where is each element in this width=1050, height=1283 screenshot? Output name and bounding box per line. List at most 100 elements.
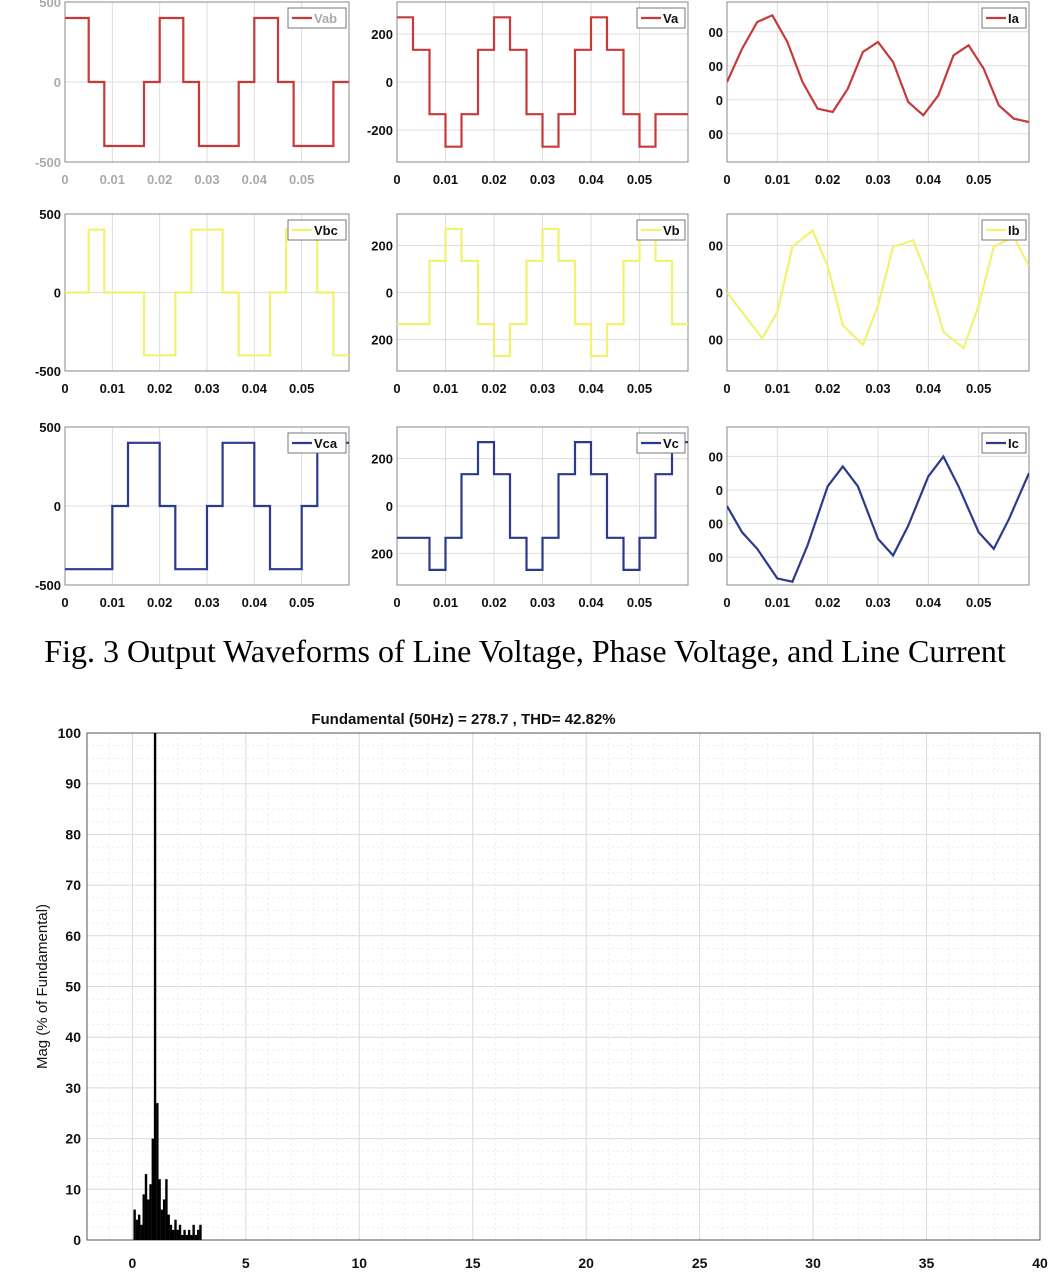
- legend-box: [287, 7, 347, 29]
- fft-bar: [137, 1214, 141, 1240]
- x-tick-label: 0.02: [147, 172, 172, 187]
- legend-label: Vc: [663, 436, 679, 451]
- x-tick-label: 0.03: [865, 172, 890, 187]
- legend-label: Va: [663, 11, 679, 26]
- legend-vca: Vca: [287, 432, 347, 454]
- fft-x-tick-label: 10: [351, 1255, 367, 1271]
- x-tick-label: 0.01: [765, 381, 790, 396]
- x-tick-label: 0.04: [578, 381, 604, 396]
- fft-x-tick-label: 15: [465, 1255, 481, 1271]
- series-line-va: [397, 16, 688, 148]
- x-tick-label: 0: [393, 172, 400, 187]
- fft-bar: [199, 1224, 202, 1240]
- legend-ic: Ic: [981, 432, 1027, 454]
- y-tick-label: 0: [386, 75, 393, 90]
- y-tick-label: 00: [709, 238, 723, 253]
- x-tick-label: 0.05: [289, 381, 314, 396]
- fft-chart: 0 5 10 15 20 25 30 35 40 0 10 20 30 40 50 60 70 80 90 100 Fu…: [34, 711, 1048, 1271]
- legend-label: Vca: [314, 436, 338, 451]
- series-line-ic: [727, 454, 1029, 583]
- x-tick-label: 0.02: [481, 172, 506, 187]
- x-tick-label: 0: [61, 595, 68, 610]
- x-tick-label: 0.05: [627, 172, 652, 187]
- legend-label: Ic: [1008, 436, 1019, 451]
- y-tick-label: 0: [386, 499, 393, 514]
- fft-bar: [167, 1214, 170, 1240]
- x-tick-label: 0.01: [765, 172, 790, 187]
- series-line-ia: [727, 13, 1029, 124]
- series-line-vb: [397, 227, 688, 358]
- x-tick-label: 0.03: [530, 595, 555, 610]
- fft-y-tick-label: 50: [65, 979, 81, 995]
- fft-bar: [185, 1234, 189, 1240]
- fft-bar: [174, 1219, 177, 1240]
- legend-vc: Vc: [636, 432, 686, 454]
- x-tick-label: 0: [393, 595, 400, 610]
- fft-bar: [156, 1103, 159, 1240]
- x-tick-label: 0.05: [966, 595, 991, 610]
- fft-x-tick-label: 40: [1032, 1255, 1048, 1271]
- x-tick-label: 0.05: [966, 381, 991, 396]
- fft-bar: [172, 1229, 175, 1240]
- y-tick-label: 0: [716, 93, 723, 108]
- fft-y-tick-label: 40: [65, 1029, 81, 1045]
- legend-vbc: Vbc: [287, 219, 347, 241]
- subplot-vc: 0 0.01 0.02 0.03 0.04 0.05 200 0 200 Vc: [371, 426, 689, 610]
- fft-bar: [133, 1209, 136, 1240]
- y-tick-label: 0: [54, 499, 61, 514]
- x-tick-label: 0.01: [433, 381, 458, 396]
- y-tick-label: 00: [709, 25, 723, 40]
- fft-bar: [158, 1179, 161, 1240]
- y-tick-label: -500: [35, 155, 61, 170]
- x-tick-label: 0.05: [289, 595, 314, 610]
- x-tick-label: 0.02: [815, 172, 840, 187]
- x-tick-label: 0.02: [815, 381, 840, 396]
- legend-box: [287, 432, 347, 454]
- x-tick-label: 0.03: [194, 595, 219, 610]
- y-tick-label: 0: [386, 286, 393, 301]
- fft-bar: [187, 1229, 191, 1240]
- legend-label: Vab: [314, 11, 337, 26]
- fft-y-tick-label: 100: [58, 725, 82, 741]
- legend-vab: Vab: [287, 7, 347, 29]
- y-tick-label: -500: [35, 364, 61, 379]
- x-tick-label: 0.04: [916, 381, 942, 396]
- x-tick-label: 0.03: [530, 172, 555, 187]
- fft-x-tick-label: 5: [242, 1255, 250, 1271]
- x-tick-label: 0.04: [578, 172, 604, 187]
- fft-bar: [183, 1229, 186, 1240]
- fft-bar: [149, 1184, 152, 1240]
- y-tick-label: 200: [371, 452, 393, 467]
- y-tick-label: 500: [39, 207, 61, 222]
- y-tick-label: 500: [39, 0, 61, 10]
- fft-bar: [162, 1199, 166, 1240]
- x-tick-label: 0.02: [481, 595, 506, 610]
- fft-bar: [153, 733, 157, 1240]
- fft-y-label: Mag (% of Fundamental): [34, 904, 51, 1069]
- y-tick-label: -200: [367, 123, 393, 138]
- x-tick-label: 0.03: [194, 381, 219, 396]
- fft-bars: [133, 733, 202, 1240]
- x-tick-label: 0.01: [765, 595, 790, 610]
- x-tick-label: 0.02: [147, 595, 172, 610]
- y-tick-label: 500: [39, 420, 61, 435]
- fft-y-tick-label: 30: [65, 1080, 81, 1096]
- x-tick-label: 0.04: [242, 172, 268, 187]
- y-tick-label: 00: [709, 59, 723, 74]
- x-tick-label: 0.03: [865, 381, 890, 396]
- fft-x-tick-label: 35: [919, 1255, 935, 1271]
- y-tick-label: 200: [371, 238, 393, 253]
- legend-label: Vb: [663, 223, 680, 238]
- y-tick-label: 00: [709, 517, 723, 532]
- series-line-vc: [397, 441, 688, 571]
- fft-y-tick-label: 20: [65, 1131, 81, 1147]
- x-tick-label: 0: [723, 595, 730, 610]
- fft-plot-frame: [86, 732, 1041, 1241]
- y-tick-label: 00: [709, 550, 723, 565]
- fft-bar: [144, 1174, 148, 1240]
- y-tick-label: 0: [54, 75, 61, 90]
